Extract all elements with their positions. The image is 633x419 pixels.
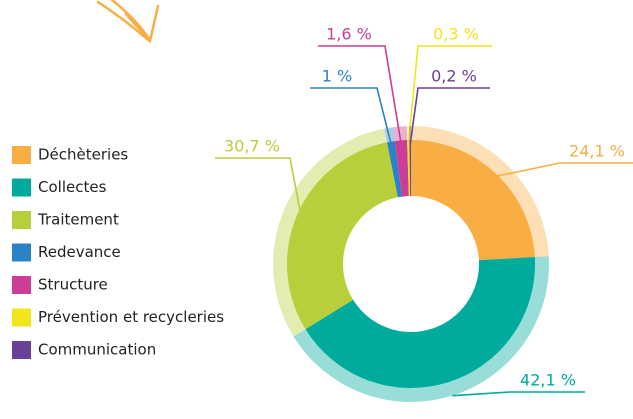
- leader-line: [407, 45, 492, 145]
- slice: [394, 140, 409, 197]
- legend-label: Redevance: [38, 243, 121, 261]
- value-label: 0,2 %: [431, 67, 477, 86]
- legend-swatch: [12, 243, 31, 262]
- legend-label: Collectes: [38, 178, 107, 196]
- legend-swatch: [12, 341, 31, 359]
- slice-halo: [273, 128, 388, 337]
- legend-swatch: [12, 211, 31, 229]
- value-label: 1 %: [322, 67, 352, 86]
- slice: [411, 140, 535, 261]
- legend-swatch: [12, 146, 31, 164]
- slice-halo: [411, 126, 549, 258]
- legend-swatch: [12, 308, 31, 327]
- slice: [287, 142, 398, 330]
- slice: [409, 140, 411, 197]
- legend-label: Traitement: [37, 211, 119, 229]
- value-label: 0,3 %: [433, 25, 479, 44]
- value-label: 42,1 %: [520, 371, 576, 390]
- slice-halo: [293, 256, 549, 403]
- leader-line: [452, 391, 585, 397]
- slice: [305, 256, 535, 388]
- value-label: 1,6 %: [326, 25, 372, 44]
- slice: [386, 141, 403, 198]
- legend-label: Déchèteries: [38, 146, 128, 164]
- leader-line: [215, 157, 302, 217]
- legend-label: Communication: [38, 341, 156, 359]
- leader-line: [318, 45, 402, 145]
- legend-swatch: [12, 178, 31, 197]
- leader-line: [409, 87, 490, 145]
- legend-swatch: [12, 276, 31, 294]
- legend-label: Structure: [38, 276, 108, 294]
- legend-label: Prévention et recycleries: [38, 308, 224, 326]
- leader-line: [310, 87, 393, 146]
- value-label: 24,1 %: [569, 142, 625, 161]
- leader-line: [493, 162, 633, 178]
- value-label: 30,7 %: [224, 137, 280, 156]
- slice: [407, 140, 411, 197]
- decoration: [96, 0, 160, 44]
